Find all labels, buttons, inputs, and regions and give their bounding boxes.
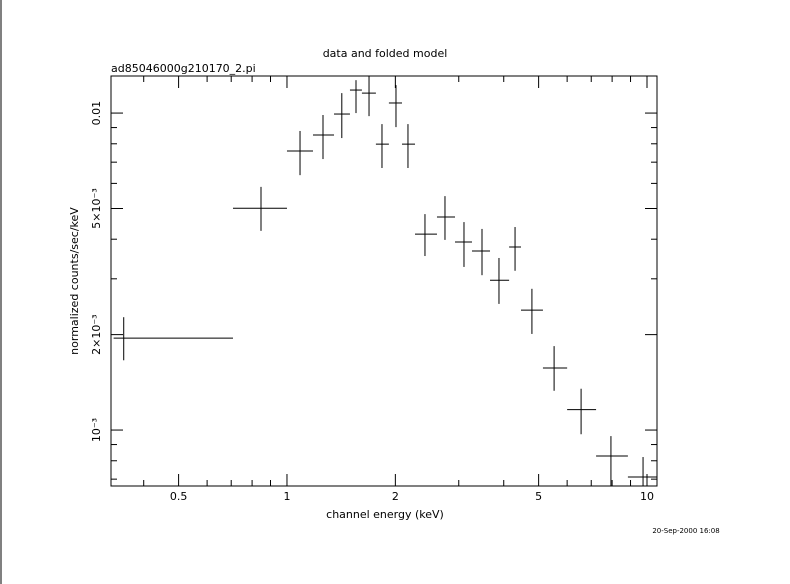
y-axis-label: normalized counts/sec/keV	[68, 207, 81, 355]
y-tick-label: 0.01	[90, 101, 103, 126]
y-tick-label: 10⁻³	[90, 418, 103, 442]
y-tick-label: 5×10⁻³	[90, 188, 103, 228]
x-tick-label: 10	[640, 490, 654, 503]
x-tick-label: 5	[535, 490, 542, 503]
x-tick-label: 1	[283, 490, 290, 503]
y-tick-label: 2×10⁻³	[90, 314, 103, 354]
data-layer	[113, 76, 657, 486]
x-axis-label: channel energy (keV)	[326, 508, 444, 521]
chart-subtitle: ad85046000g210170_2.pi	[111, 62, 256, 75]
timestamp: 20-Sep-2000 16:08	[652, 527, 719, 535]
plot-frame	[110, 75, 658, 487]
x-tick-label: 2	[392, 490, 399, 503]
x-tick-label: 0.5	[170, 490, 188, 503]
chart-title: data and folded model	[323, 47, 448, 60]
